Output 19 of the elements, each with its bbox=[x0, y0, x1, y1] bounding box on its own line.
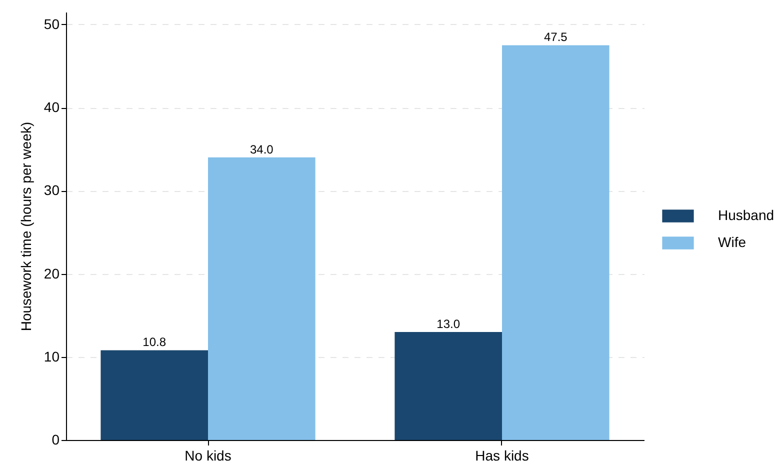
bar bbox=[502, 45, 610, 440]
x-tick-label: Has kids bbox=[475, 448, 529, 461]
data-label: 47.5 bbox=[544, 30, 568, 44]
y-tick-label: 50 bbox=[44, 16, 60, 32]
data-label: 10.8 bbox=[142, 335, 166, 350]
legend-label: Wife bbox=[718, 234, 746, 250]
legend-label: Husband bbox=[718, 207, 774, 223]
bar bbox=[100, 350, 208, 440]
x-tick-label: No kids bbox=[184, 448, 232, 461]
y-tick-label: 40 bbox=[44, 99, 60, 116]
y-axis-title: Housework time (hours per week) bbox=[18, 122, 34, 332]
data-label: 13.0 bbox=[436, 316, 460, 331]
bar bbox=[394, 332, 502, 440]
y-tick-label: 30 bbox=[44, 182, 60, 198]
y-tick-label: 10 bbox=[44, 348, 60, 364]
y-tick-label: 20 bbox=[44, 265, 60, 282]
data-label: 34.0 bbox=[250, 142, 274, 156]
bar bbox=[208, 157, 316, 440]
y-tick-label: 0 bbox=[52, 432, 60, 448]
